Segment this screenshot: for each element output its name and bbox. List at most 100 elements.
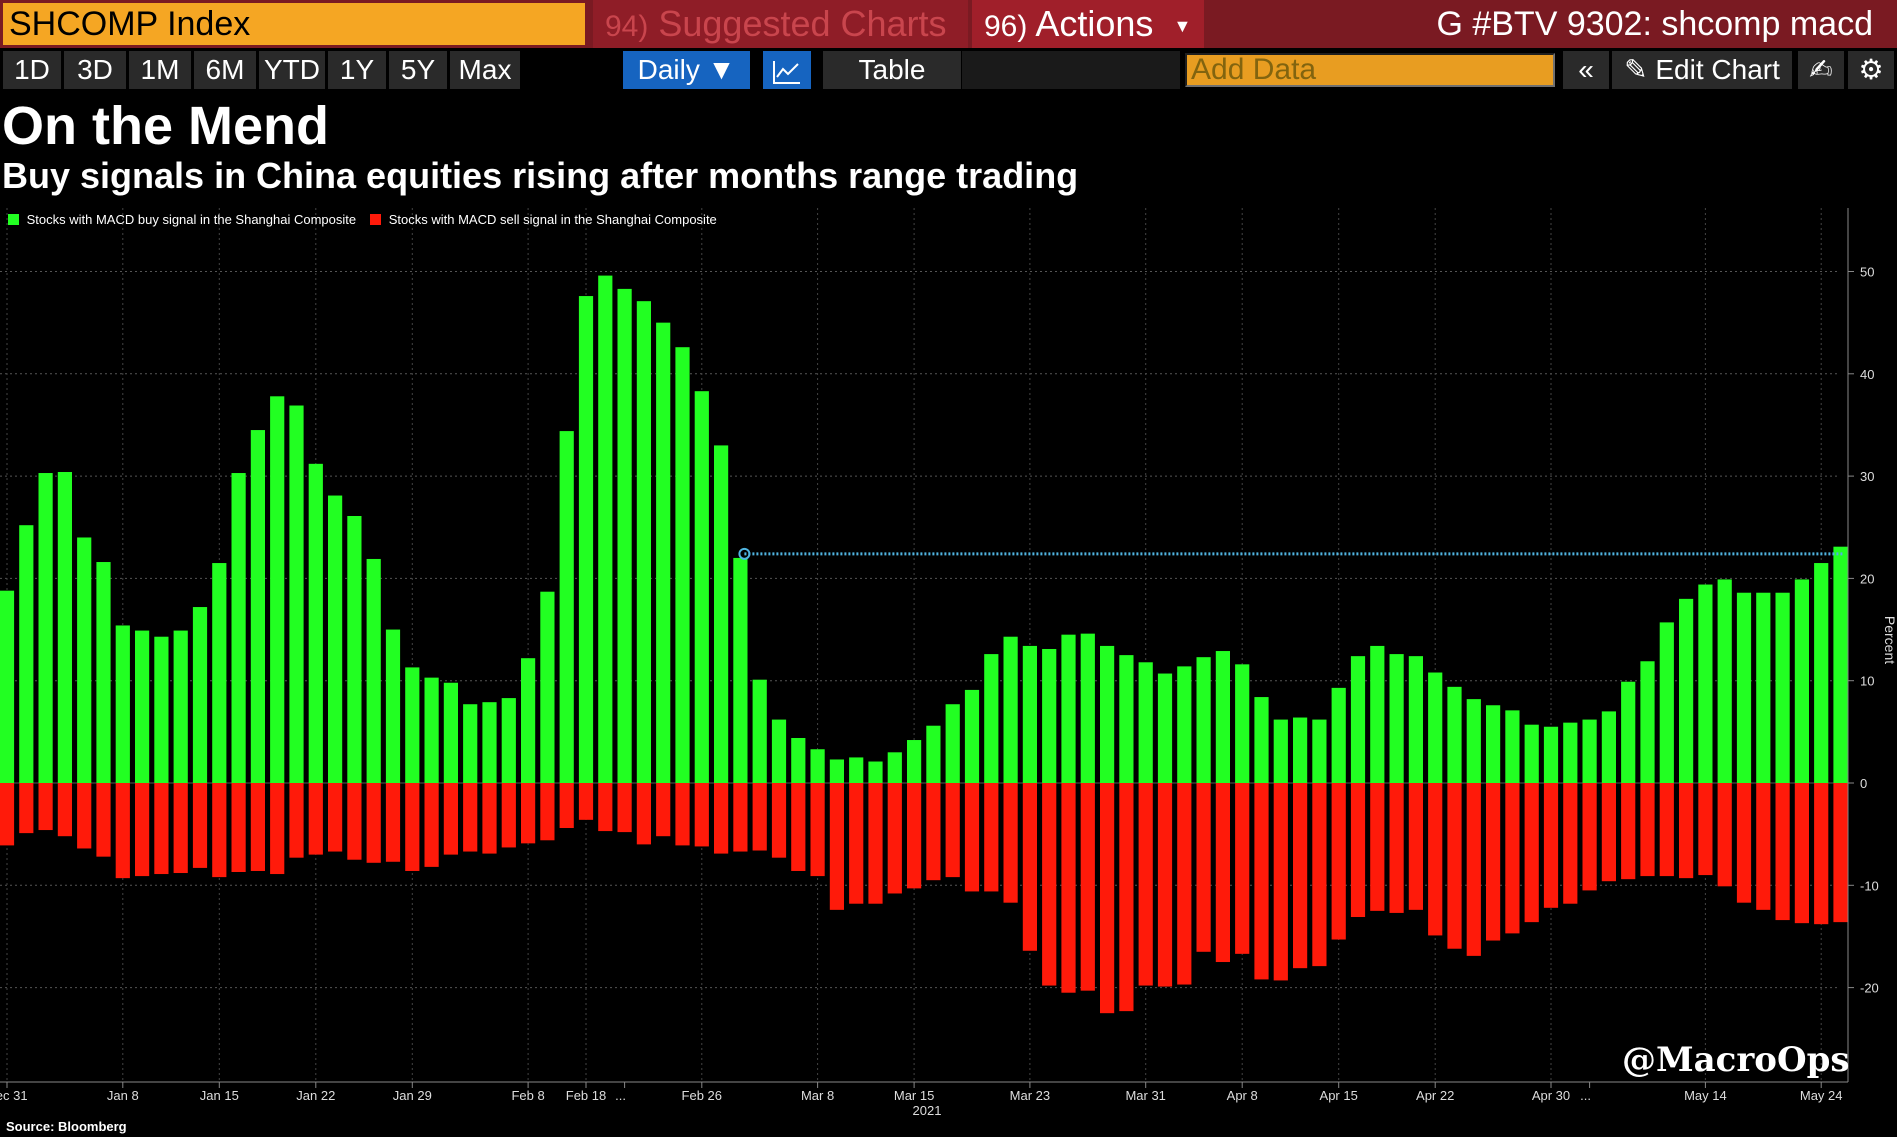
bar-buy — [1543, 726, 1559, 783]
table-button[interactable]: Table — [823, 51, 961, 89]
y-tick-label: 10 — [1860, 674, 1874, 689]
period-dropdown[interactable]: Daily ▼ — [623, 51, 750, 89]
bar-sell — [926, 783, 941, 881]
bar-buy — [521, 658, 536, 783]
command-title: G #BTV 9302: shcomp macd — [1436, 5, 1873, 43]
range-button-3d[interactable]: 3D — [64, 51, 126, 89]
collapse-icon[interactable]: « — [1563, 51, 1609, 89]
bar-buy — [598, 275, 613, 783]
bar-buy — [1621, 681, 1636, 783]
bar-buy — [1659, 622, 1674, 783]
bar-buy — [578, 296, 594, 783]
bar-sell — [1408, 783, 1423, 910]
bar-sell — [559, 783, 574, 829]
bar-buy — [270, 396, 285, 783]
bar-sell — [328, 783, 343, 852]
command-bar: SHCOMP Index 94) Suggested Charts 96) Ac… — [0, 0, 1897, 48]
bar-sell — [887, 783, 902, 894]
bar-sell — [1177, 783, 1192, 985]
ticker-field[interactable]: SHCOMP Index — [3, 3, 585, 45]
edit-chart-button[interactable]: ✎ Edit Chart — [1612, 51, 1792, 89]
y-tick-label: -20 — [1860, 981, 1879, 996]
bar-buy — [656, 322, 671, 783]
x-tick-label: Apr 30 — [1532, 1088, 1570, 1103]
x-tick-label: Jan 8 — [107, 1088, 139, 1103]
bar-sell — [154, 783, 169, 875]
bar-buy — [810, 749, 825, 783]
bar-sell — [1428, 783, 1443, 936]
bar-buy — [636, 301, 651, 783]
bar-sell — [1794, 783, 1809, 924]
bar-buy — [1428, 672, 1443, 783]
x-tick-label: Feb 18 — [566, 1088, 606, 1103]
range-button-1d[interactable]: 1D — [3, 51, 61, 89]
x-tick-label: Jan 22 — [296, 1088, 335, 1103]
range-button-1m[interactable]: 1M — [129, 51, 191, 89]
bar-sell — [1756, 783, 1771, 910]
suggested-charts-button[interactable]: 94) Suggested Charts — [593, 0, 968, 48]
bar-buy — [733, 557, 748, 783]
bar-sell — [771, 783, 787, 858]
range-button-6m[interactable]: 6M — [194, 51, 256, 89]
bar-sell — [308, 783, 323, 855]
bar-sell — [1447, 783, 1462, 949]
y-tick-label: 30 — [1860, 469, 1874, 484]
bar-buy — [791, 737, 806, 783]
legend-swatch-sell — [370, 214, 382, 225]
x-tick-label: May 14 — [1684, 1088, 1727, 1103]
bar-sell — [714, 783, 729, 854]
bar-buy — [0, 590, 15, 783]
bar-sell — [0, 783, 15, 846]
bar-sell — [385, 783, 401, 862]
bar-sell — [424, 783, 439, 867]
bar-sell — [1293, 783, 1308, 969]
gear-icon[interactable]: ⚙ — [1848, 51, 1894, 89]
bar-sell — [829, 783, 844, 910]
bar-buy — [1273, 719, 1288, 783]
actions-menu-button[interactable]: 96) Actions ▼ — [972, 0, 1204, 48]
bar-buy — [1466, 699, 1481, 783]
bar-buy — [829, 759, 844, 783]
bar-sell — [57, 783, 72, 837]
bar-buy — [1717, 579, 1732, 783]
bar-buy — [1486, 705, 1501, 783]
range-button-ytd[interactable]: YTD — [259, 51, 325, 89]
bar-buy — [212, 563, 227, 783]
bar-buy — [1408, 656, 1423, 783]
bar-buy — [1003, 636, 1018, 783]
range-button-max[interactable]: Max — [450, 51, 520, 89]
bar-buy — [1736, 592, 1752, 783]
bar-sell — [1003, 783, 1018, 903]
add-data-input[interactable] — [1185, 53, 1555, 87]
bar-sell — [1524, 783, 1539, 923]
range-button-5y[interactable]: 5Y — [389, 51, 447, 89]
edit-chart-label: Edit Chart — [1655, 54, 1780, 85]
bar-sell — [1659, 783, 1674, 877]
bar-buy — [250, 430, 265, 783]
line-chart-icon[interactable] — [763, 51, 811, 89]
y-tick-label: 40 — [1860, 367, 1874, 382]
bar-buy — [57, 472, 72, 783]
x-tick-label: Feb 26 — [682, 1088, 722, 1103]
bar-sell — [405, 783, 420, 871]
annotate-icon[interactable]: ✍ — [1798, 51, 1844, 89]
bar-buy — [1640, 661, 1655, 783]
x-tick-label: Mar 8 — [801, 1088, 834, 1103]
bar-buy — [424, 677, 439, 783]
bar-buy — [38, 473, 53, 783]
x-tick-label: Mar 31 — [1125, 1088, 1165, 1103]
bar-sell — [1486, 783, 1501, 941]
bar-buy — [154, 636, 169, 783]
bar-buy — [347, 515, 362, 783]
bar-sell — [1157, 783, 1173, 987]
bar-buy — [1775, 592, 1790, 783]
bar-buy — [964, 689, 980, 783]
bar-sell — [636, 783, 651, 845]
range-button-1y[interactable]: 1Y — [328, 51, 386, 89]
bar-sell — [1273, 783, 1288, 981]
bar-sell — [694, 783, 709, 847]
bar-sell — [1235, 783, 1250, 954]
bar-sell — [675, 783, 690, 846]
bar-buy — [694, 391, 709, 783]
bar-buy — [1293, 717, 1308, 783]
